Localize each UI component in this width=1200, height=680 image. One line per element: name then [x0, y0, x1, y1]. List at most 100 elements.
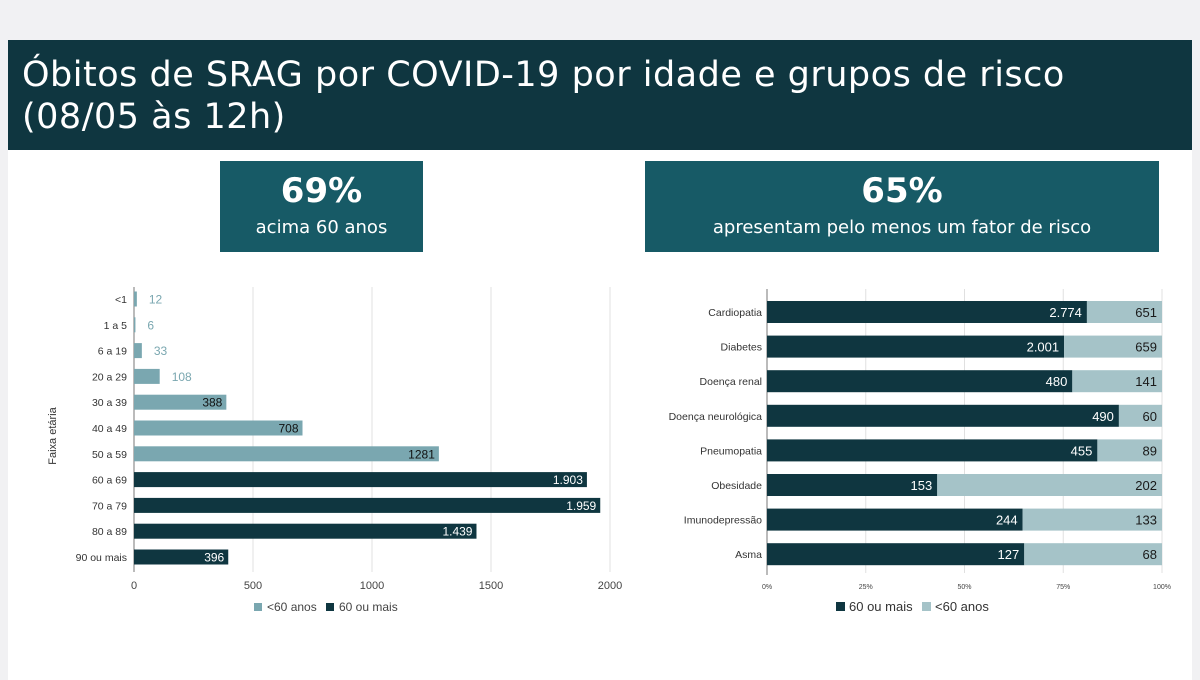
data-label: 141 — [1135, 374, 1157, 389]
y-tick-label: Doença renal — [700, 376, 762, 388]
data-label: 89 — [1143, 443, 1157, 458]
data-label: 1.903 — [553, 473, 583, 487]
y-tick-label: 70 a 79 — [92, 500, 127, 512]
bar-menos-60 — [1064, 335, 1162, 358]
bar-60-ou-mais — [767, 508, 1023, 531]
bar — [134, 549, 229, 565]
x-tick-label: 0 — [131, 580, 137, 592]
bar-menos-60 — [1097, 439, 1162, 462]
y-tick-label: Imunodepressão — [684, 515, 762, 527]
bar — [134, 497, 601, 513]
bar-menos-60 — [1024, 543, 1162, 566]
legend-label: <60 anos — [267, 600, 317, 614]
bar — [134, 472, 587, 488]
title-line-2: (08/05 às 12h) — [22, 97, 286, 137]
data-label: 68 — [1143, 547, 1157, 562]
data-label: 480 — [1046, 374, 1068, 389]
kpi-label: acima 60 anos — [255, 217, 388, 238]
bar — [134, 291, 137, 307]
data-label: 33 — [154, 344, 168, 358]
bar — [134, 317, 136, 333]
data-label: 12 — [149, 293, 163, 307]
y-tick-label: Cardiopatia — [708, 307, 762, 319]
y-tick-label: 40 a 49 — [92, 423, 127, 435]
legend-swatch — [922, 602, 931, 611]
y-tick-label: 30 a 39 — [92, 397, 127, 409]
legend-label: 60 ou mais — [849, 599, 913, 614]
data-label: 708 — [278, 422, 298, 436]
data-label: 2.001 — [1027, 340, 1060, 355]
x-tick-label: 1000 — [360, 580, 384, 592]
data-label: 6 — [147, 318, 154, 332]
bar — [134, 523, 477, 539]
y-tick-label: 90 ou mais — [76, 552, 127, 564]
data-label: 1.439 — [442, 525, 472, 539]
x-tick-label: 25% — [859, 584, 873, 591]
y-tick-label: 50 a 59 — [92, 449, 127, 461]
bar-60-ou-mais — [767, 404, 1119, 427]
data-label: 2.774 — [1049, 305, 1082, 320]
legend-label: 60 ou mais — [339, 600, 398, 614]
bar-60-ou-mais — [767, 301, 1087, 323]
bar-menos-60 — [1022, 508, 1162, 531]
y-tick-label: Doença neurológica — [669, 411, 763, 423]
bar — [134, 368, 160, 384]
y-tick-label: <1 — [115, 294, 127, 306]
data-label: 153 — [911, 478, 933, 493]
bar-menos-60 — [1118, 404, 1162, 427]
data-label: 659 — [1135, 340, 1157, 355]
x-tick-label: 100% — [1153, 584, 1171, 591]
page-title: Óbitos de SRAG por COVID-19 por idade e … — [22, 54, 1065, 138]
y-tick-label: 60 a 69 — [92, 475, 127, 487]
data-label: 60 — [1143, 409, 1157, 424]
y-tick-label: 20 a 29 — [92, 371, 127, 383]
data-label: 455 — [1071, 443, 1093, 458]
legend-swatch — [326, 603, 334, 611]
legend-swatch — [254, 603, 262, 611]
bar — [134, 446, 439, 462]
data-label: 490 — [1092, 409, 1114, 424]
data-label: 651 — [1135, 305, 1157, 320]
y-tick-label: Obesidade — [711, 480, 762, 492]
slide: Óbitos de SRAG por COVID-19 por idade e … — [8, 40, 1192, 680]
legend-label: <60 anos — [935, 599, 989, 614]
header-banner: Óbitos de SRAG por COVID-19 por idade e … — [8, 40, 1192, 150]
data-label: 133 — [1135, 513, 1157, 528]
bar — [134, 343, 142, 359]
data-label: 388 — [202, 396, 222, 410]
x-tick-label: 75% — [1056, 584, 1070, 591]
data-label: 202 — [1135, 478, 1157, 493]
y-axis-title: Faixa etária — [47, 406, 59, 464]
kpi-risk-box: 65% apresentam pelo menos um fator de ri… — [645, 161, 1159, 252]
x-tick-label: 50% — [957, 584, 971, 591]
kpi-value: 65% — [861, 171, 943, 211]
y-tick-label: Diabetes — [721, 342, 762, 354]
bar-60-ou-mais — [767, 439, 1098, 462]
bar — [134, 394, 227, 410]
bar-60-ou-mais — [767, 370, 1073, 393]
bar — [134, 420, 303, 436]
x-tick-label: 1500 — [479, 580, 503, 592]
bar-menos-60 — [1086, 301, 1162, 323]
bar-60-ou-mais — [767, 335, 1065, 358]
data-label: 127 — [998, 547, 1020, 562]
y-tick-label: Asma — [735, 549, 762, 561]
data-label: 108 — [172, 370, 192, 384]
title-line-1: Óbitos de SRAG por COVID-19 por idade e … — [22, 55, 1065, 95]
bar-60-ou-mais — [767, 474, 938, 496]
y-tick-label: 1 a 5 — [104, 320, 128, 332]
y-tick-label: 80 a 89 — [92, 526, 127, 538]
kpi-label: apresentam pelo menos um fator de risco — [712, 217, 1092, 238]
data-label: 244 — [996, 513, 1018, 528]
kpi-value: 69% — [280, 171, 363, 211]
bar-60-ou-mais — [767, 543, 1025, 566]
data-label: 396 — [204, 551, 224, 565]
x-tick-label: 500 — [244, 580, 262, 592]
bar-menos-60 — [937, 474, 1162, 496]
legend-swatch — [836, 602, 845, 611]
bar-menos-60 — [1072, 370, 1162, 393]
y-tick-label: Pneumopatia — [700, 445, 762, 457]
x-tick-label: 0% — [762, 584, 772, 591]
y-tick-label: 6 a 19 — [98, 346, 127, 358]
